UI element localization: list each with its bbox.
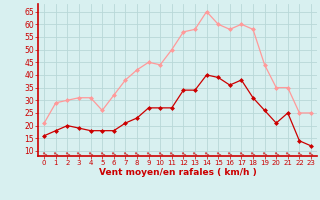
Text: ←: ← [203,149,210,156]
Text: ←: ← [52,149,59,156]
Text: ←: ← [296,149,303,156]
Text: ←: ← [226,149,233,156]
Text: ←: ← [250,149,257,156]
Text: ←: ← [87,149,94,156]
Text: ←: ← [133,149,140,156]
Text: ←: ← [76,149,83,156]
Text: ←: ← [261,149,268,156]
Text: ←: ← [41,149,48,156]
Text: ←: ← [191,149,198,156]
Text: ←: ← [122,149,129,156]
Text: ←: ← [110,149,117,156]
Text: ←: ← [64,149,71,156]
Text: ←: ← [168,149,175,156]
Text: ←: ← [284,149,291,156]
X-axis label: Vent moyen/en rafales ( km/h ): Vent moyen/en rafales ( km/h ) [99,168,256,177]
Text: ←: ← [238,149,245,156]
Text: ←: ← [273,149,280,156]
Text: ←: ← [308,149,315,156]
Text: ←: ← [157,149,164,156]
Text: ←: ← [180,149,187,156]
Text: ←: ← [145,149,152,156]
Text: ←: ← [215,149,222,156]
Text: ←: ← [99,149,106,156]
